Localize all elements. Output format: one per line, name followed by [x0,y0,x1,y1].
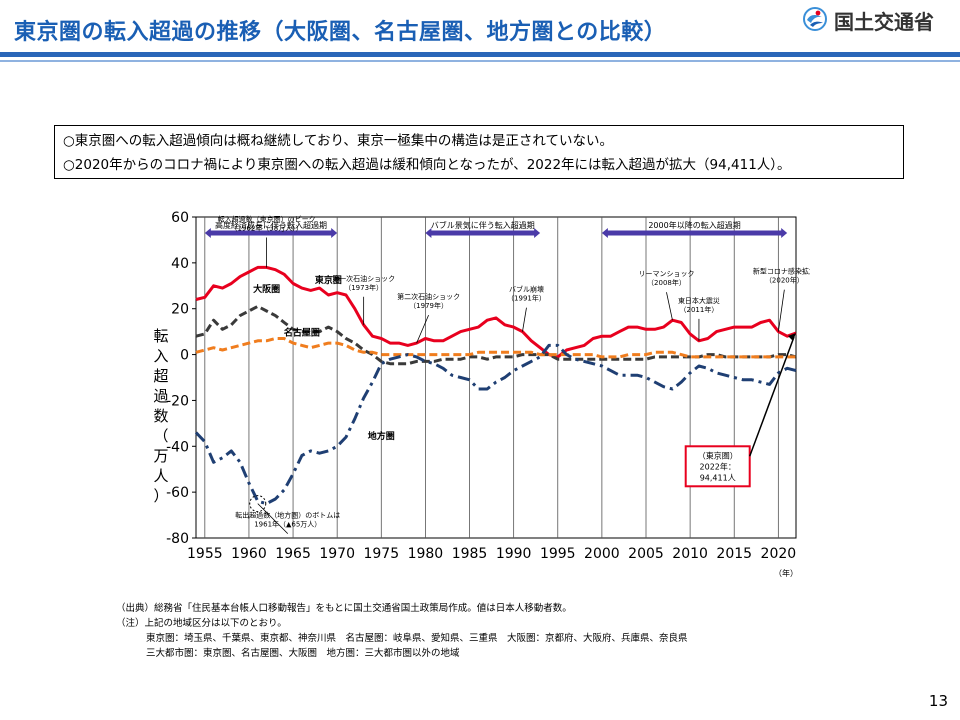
y-tick-label: 60 [171,210,189,226]
x-tick-label: 2020 [761,546,797,562]
annotation-text: 転入超過数（東京圏）のピーク [218,214,316,223]
annotation-text: 東日本大震災 [678,296,720,305]
callout-arrowhead [788,333,796,342]
annotation-subtext: 1961年（▲65万人） [254,520,321,529]
callout-line-1: （東京圏） [698,450,738,460]
annotation-subtext: （1979年） [409,301,448,310]
page-number: 13 [928,692,948,710]
period-arrow-left [204,228,211,239]
series-label: 地方圏 [368,430,395,442]
y-tick-label: 20 [171,302,189,318]
period-arrow-right [534,228,541,239]
period-arrow-left [601,228,608,239]
y-tick-label: 0 [180,348,189,364]
x-tick-label: 1965 [275,546,311,562]
annotation-subtext: （1973年） [344,283,383,292]
x-tick-label: 1995 [540,546,576,562]
x-tick-label: 2000 [584,546,620,562]
migration-line-chart: 1955 1960 1965 1970 1975 1980 1985 1990 1995 2000… [166,210,810,578]
y-tick-label: -20 [166,393,189,409]
series-label: 大阪圏 [253,283,280,295]
annotation-subtext: （2011年） [680,305,719,314]
x-tick-label: 1970 [319,546,355,562]
ministry-logo: 国土交通省 [802,4,958,34]
y-axis-label: 転入超過数 （ 万人 ） [152,326,170,506]
x-tick-label: 2015 [716,546,752,562]
source-note: （出典）総務省「住民基本台帳人口移動報告」をもとに国土交通省国土政策局作成。値は… [116,603,572,614]
x-tick-label: 1980 [408,546,444,562]
y-axis-label-char: ） [153,487,169,505]
annotation-text: 新型コロナ感染拡大 [753,267,810,276]
region-note: （注）上記の地域区分は以下のとおり。 [116,618,287,629]
callout-arrow-line [749,336,795,457]
y-tick-label: -40 [166,439,189,455]
summary-line-1: ○東京圏への転入超過傾向は概ね継続しており、東京一極集中の構造は是正されていない… [63,133,614,149]
region-definitions-1: 東京圏：埼玉県、千葉県、東京都、神奈川県 名古屋圏：岐阜県、愛知県、三重県 大阪… [146,633,688,644]
series-line [195,337,796,359]
x-tick-label: 2010 [672,546,708,562]
series-line [194,343,797,506]
series-label: 名古屋圏 [284,327,320,339]
annotation-subtext: （1962年（38万人）） [230,223,302,232]
x-tick-label: 1960 [231,546,267,562]
annotation-text: 転出超過数（地方圏）のボトムは [235,511,340,520]
y-axis-label-char: 超 [153,367,169,385]
mlit-logo-icon [803,7,827,31]
summary-box: ○東京圏への転入超過傾向は概ね継続しており、東京一極集中の構造は是正されていない… [54,125,904,179]
annotation-text: リーマンショック [638,270,694,278]
period-label: 高度経済成長に伴う転入超過期 [215,220,327,230]
y-tick-label: -60 [166,485,189,501]
series-label: 東京圏 [315,274,342,286]
y-axis-label-char: 人 [153,467,169,485]
x-tick-label: 1985 [452,546,488,562]
x-tick-label: 1990 [496,546,532,562]
summary-line-2: ○2020年からのコロナ禍により東京圏への転入超過は緩和傾向となったが、2022… [63,157,791,173]
annotation-subtext: （2008年） [647,278,686,287]
annotation-leader [416,314,429,344]
annotation-leader [666,292,673,321]
annotation-leader [522,307,527,332]
y-axis-label-char: 過 [153,387,169,405]
y-axis-label-char: 入 [153,347,169,365]
period-arrow-right [331,228,338,239]
x-tick-label: 1975 [363,546,399,562]
period-arrow-right [781,228,788,239]
y-axis-label-char: 転 [153,327,169,345]
y-tick-label: 40 [171,256,189,272]
callout-box [684,445,751,488]
title-underline-thin [0,60,960,62]
x-unit-label: （年） [774,568,798,578]
annotation-text: バブル崩壊 [509,285,544,294]
title-underline [0,52,960,57]
annotation-leader [777,289,785,332]
page-title: 東京圏の転入超過の推移（大阪圏、名古屋圏、地方圏との比較） [14,20,667,45]
annotation-text: 第二次石油ショック [397,292,460,301]
plot-area [195,216,797,539]
period-label: バブル景気に伴う転入超過期 [431,220,535,230]
annotation-leader [257,503,289,534]
callout-line-2: 2022年： [700,461,736,471]
y-axis-label-char: 万 [153,447,169,465]
annotation-text: 第一次石油ショック [332,274,395,283]
logo-text: 国土交通省 [834,10,934,34]
period-arrow-left [425,228,432,239]
annotation-subtext: （1991年） [507,294,546,303]
x-tick-label: 2005 [628,546,664,562]
annotation-subtext: （2020年） [765,276,804,285]
notes: （出典）総務省「住民基本台帳人口移動報告」をもとに国土交通省国土政策局作成。値は… [116,601,688,661]
y-axis-label-char: 数 [153,407,169,425]
y-axis-label-char: （ [153,427,169,445]
series-line [195,265,797,359]
bottom-marker [249,495,267,513]
region-definitions-2: 三大都市圏：東京圏、名古屋圏、大阪圏 地方圏：三大都市圏以外の地域 [146,648,460,659]
callout-line-3: 94,411人 [700,473,736,482]
y-tick-label: -80 [166,531,189,547]
period-label: 2000年以降の転入超過期 [648,220,740,230]
x-tick-label: 1955 [187,546,223,562]
